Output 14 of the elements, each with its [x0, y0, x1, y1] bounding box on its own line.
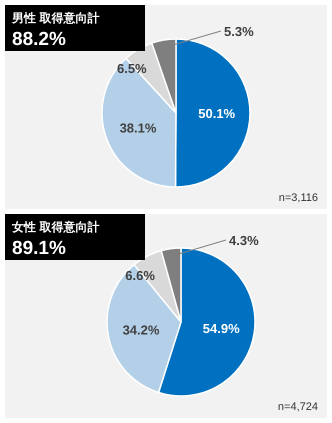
data-label: 4.3%: [229, 233, 260, 248]
data-label: 5.3%: [224, 24, 254, 39]
data-label: 6.5%: [116, 60, 148, 76]
chart-title: 男性 取得意向計: [11, 11, 100, 25]
data-label: 6.6%: [125, 268, 156, 284]
data-label: 50.1%: [198, 106, 236, 122]
text: n=4,724: [278, 401, 318, 413]
text: n=3,116: [278, 192, 318, 204]
data-label: 34.2%: [122, 322, 160, 338]
data-label: 54.9%: [202, 321, 240, 336]
chart-subtitle: 88.2%: [12, 29, 66, 50]
chart-title: 女性 取得意向計: [11, 220, 100, 234]
data-label: 38.1%: [120, 120, 157, 136]
chart-subtitle: 89.1%: [12, 238, 66, 259]
